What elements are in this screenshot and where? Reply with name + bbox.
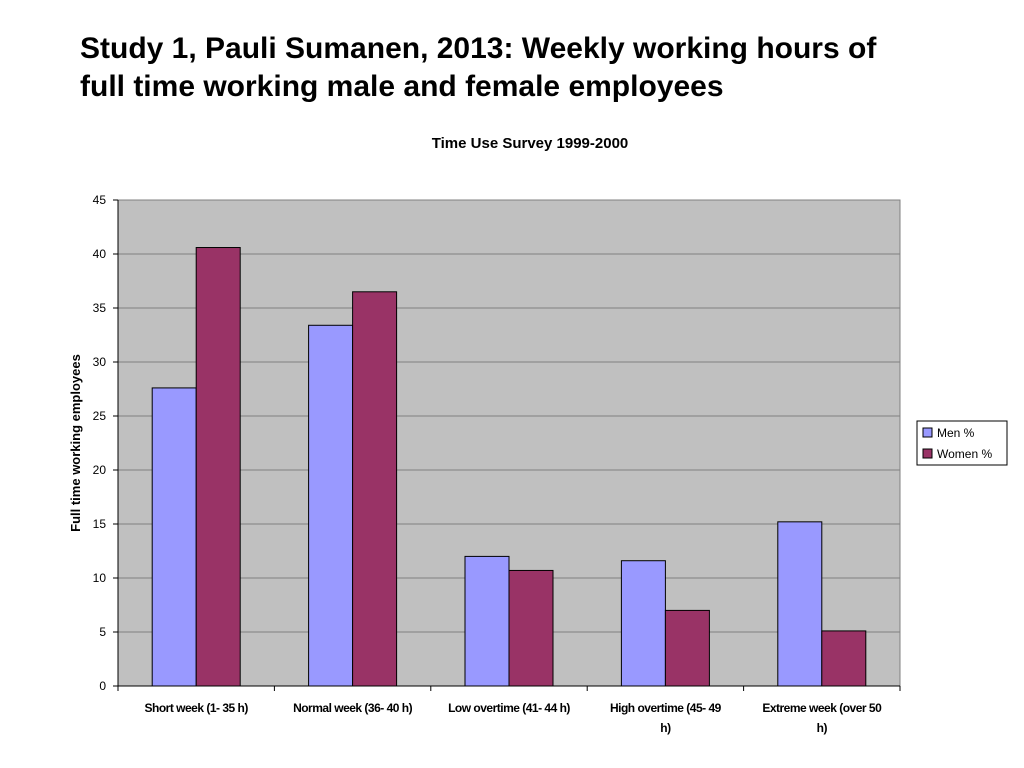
y-tick-label: 25 [93, 409, 107, 423]
y-tick-label: 0 [99, 679, 106, 693]
bar-women [352, 291, 398, 687]
bar-men [151, 387, 197, 687]
y-tick-label: 15 [93, 517, 107, 531]
bar-men [620, 560, 666, 687]
y-tick-labels: 0 5 10 15 20 25 30 35 40 45 [93, 193, 107, 693]
x-tick-label: Normal week (36- 40 h) [293, 701, 413, 715]
y-tick-label: 5 [99, 625, 106, 639]
chart-title: Time Use Survey 1999-2000 [432, 135, 629, 152]
bar-men [308, 324, 354, 687]
y-tick-label: 10 [93, 571, 107, 585]
slide-title-line-1: Study 1, Pauli Sumanen, 2013: Weekly wor… [80, 32, 877, 65]
legend-label: Women % [937, 447, 992, 461]
x-tick-label: h) [660, 721, 671, 735]
slide-title-line-2: full time working male and female employ… [80, 70, 724, 103]
x-tick-label: h) [817, 721, 828, 735]
x-tick-label: Extreme week (over 50 [762, 701, 882, 715]
bar-men [777, 521, 823, 687]
x-tick-labels: Short week (1- 35 h) Normal week (36- 40 … [145, 701, 883, 735]
gridlines [118, 253, 900, 633]
legend: Men % Women % [916, 420, 1008, 466]
y-tick-label: 30 [93, 355, 107, 369]
y-tick-label: 40 [93, 247, 107, 261]
x-tick-label: Low overtime (41- 44 h) [448, 701, 570, 715]
bar-women [821, 630, 867, 687]
y-tick-label: 20 [93, 463, 107, 477]
legend-swatch [922, 448, 933, 459]
bar-women [508, 569, 554, 687]
axes [113, 199, 901, 691]
y-axis-label: Full time working employees [68, 354, 83, 532]
bar-women [664, 609, 710, 687]
legend-swatch [922, 427, 933, 438]
bar-men [464, 555, 510, 687]
x-tick-label: Short week (1- 35 h) [145, 701, 249, 715]
y-tick-label: 45 [93, 193, 107, 207]
slide-title: Study 1, Pauli Sumanen, 2013: Weekly wor… [80, 30, 1000, 106]
legend-label: Men % [937, 426, 975, 440]
y-tick-label: 35 [93, 301, 107, 315]
bars [151, 247, 867, 687]
x-tick-label: High overtime (45- 49 [610, 701, 722, 715]
bar-women [195, 247, 241, 687]
